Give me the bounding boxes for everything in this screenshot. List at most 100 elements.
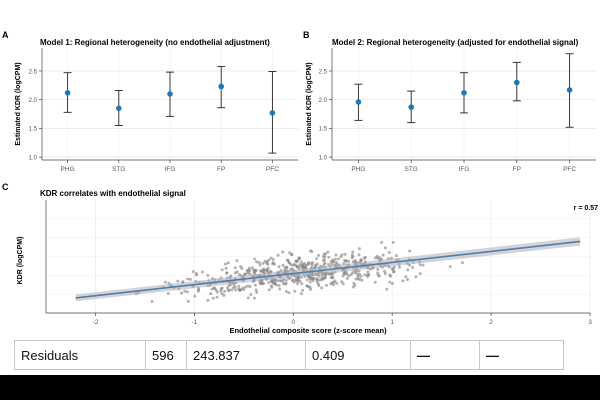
panel-c-y-axis-label: KDR (logCPM): [17, 237, 24, 285]
scatter-point: [267, 280, 271, 284]
panel-c-title: KDR correlates with endothelial signal: [40, 189, 186, 198]
panel-a-y-axis-label: Estimated KDR (logCPM): [15, 62, 22, 145]
panel-b-estimate-point-4: [566, 87, 573, 93]
scatter-point: [385, 287, 389, 291]
scatter-point: [215, 290, 219, 294]
table-row: Residuals 596 243.837 0.409 — —: [14, 340, 564, 370]
scatter-point: [322, 252, 326, 256]
scatter-point: [297, 256, 301, 260]
scatter-point: [224, 266, 228, 270]
scatter-point: [230, 288, 234, 292]
scatter-point: [310, 261, 314, 265]
scatter-point: [390, 282, 394, 286]
scatter-point: [357, 253, 361, 257]
scatter-point: [296, 277, 300, 281]
scatter-point: [366, 275, 370, 279]
scatter-point: [271, 262, 275, 266]
scatter-point: [166, 291, 170, 295]
panel-b-estimate-point-1: [408, 104, 415, 110]
scatter-point: [277, 265, 281, 269]
panel-b-category-label-1: STG: [405, 166, 418, 173]
scatter-point: [351, 250, 355, 254]
scatter-point: [376, 256, 380, 260]
scatter-point: [188, 277, 192, 281]
scatter-point: [373, 256, 377, 260]
scatter-point: [255, 260, 259, 264]
scatter-point: [283, 282, 287, 286]
scatter-point: [354, 271, 358, 275]
scatter-point: [289, 263, 293, 267]
scatter-point: [193, 294, 197, 298]
scatter-point: [383, 246, 387, 250]
scatter-point: [321, 255, 325, 259]
scatter-point: [211, 296, 215, 300]
scatter-point: [224, 262, 228, 266]
scatter-point: [246, 271, 250, 275]
scatter-point: [253, 283, 257, 287]
scatter-point: [209, 292, 213, 296]
scatter-point: [363, 273, 367, 277]
panel-a-panel-letter: A: [2, 30, 9, 40]
scatter-point: [255, 290, 259, 294]
residuals-label-cell: Residuals: [14, 340, 146, 370]
scatter-point: [388, 280, 392, 284]
scatter-point: [200, 270, 204, 274]
scatter-point: [330, 262, 334, 266]
scatter-point: [373, 280, 377, 284]
scatter-point: [232, 286, 236, 290]
scatter-point: [257, 260, 261, 264]
panel-a-category-label-4: PFC: [266, 166, 279, 173]
scatter-point: [265, 261, 269, 265]
scatter-point: [298, 262, 302, 266]
panel-b-category-label-2: IFG: [459, 166, 470, 173]
scatter-point: [363, 255, 367, 259]
scatter-point: [267, 288, 271, 292]
scatter-point: [392, 270, 396, 274]
panel-c-xtick-label-1: -1: [191, 319, 197, 326]
scatter-point: [387, 250, 391, 254]
scatter-point: [234, 288, 238, 292]
scatter-point: [307, 285, 311, 289]
scatter-point: [194, 273, 198, 277]
scatter-point: [227, 288, 231, 292]
scatter-point: [406, 277, 410, 281]
panel-a-ytick-label-2: 2.0: [29, 98, 38, 104]
panel-a-ytick-label-0: 1.0: [29, 155, 38, 161]
scatter-point: [356, 277, 360, 281]
scatter-point: [315, 257, 319, 261]
scatter-point: [394, 253, 398, 257]
panel-b-category-label-3: FP: [513, 166, 521, 173]
scatter-point: [414, 275, 418, 279]
scatter-point: [315, 276, 319, 280]
scatter-point: [333, 257, 337, 261]
scatter-point: [223, 289, 227, 293]
scatter-point: [265, 268, 269, 272]
scatter-point: [281, 279, 285, 283]
scatter-point: [320, 286, 324, 290]
panel-a-estimate-point-3: [218, 83, 224, 90]
scatter-point: [388, 274, 392, 278]
scatter-point: [212, 287, 216, 291]
panel-a-estimate-point-4: [269, 110, 276, 116]
scatter-point: [220, 292, 224, 296]
scatter-point: [314, 263, 318, 267]
panel-a-estimate-point-2: [167, 91, 173, 97]
panel-a-title: Model 1: Regional heterogeneity (no endo…: [40, 38, 270, 47]
scatter-point: [347, 259, 351, 263]
slide-background: A Model 1: Regional heterogeneity (no end…: [0, 0, 600, 375]
panel-c-xtick-label-3: 1: [390, 319, 394, 326]
residuals-p-cell: —: [479, 340, 564, 370]
scatter-point: [227, 284, 231, 288]
scatter-point: [332, 280, 336, 284]
scatter-point: [299, 275, 303, 279]
scatter-point: [401, 279, 405, 283]
scatter-point: [350, 253, 354, 257]
residuals-ss-cell: 243.837: [186, 340, 306, 370]
scatter-point: [325, 283, 329, 287]
scatter-point: [418, 271, 422, 275]
panel-a-category-label-3: FP: [217, 166, 225, 173]
scatter-point: [196, 289, 200, 293]
scatter-point: [351, 260, 355, 264]
scatter-point: [283, 266, 287, 270]
scatter-point: [344, 259, 348, 263]
